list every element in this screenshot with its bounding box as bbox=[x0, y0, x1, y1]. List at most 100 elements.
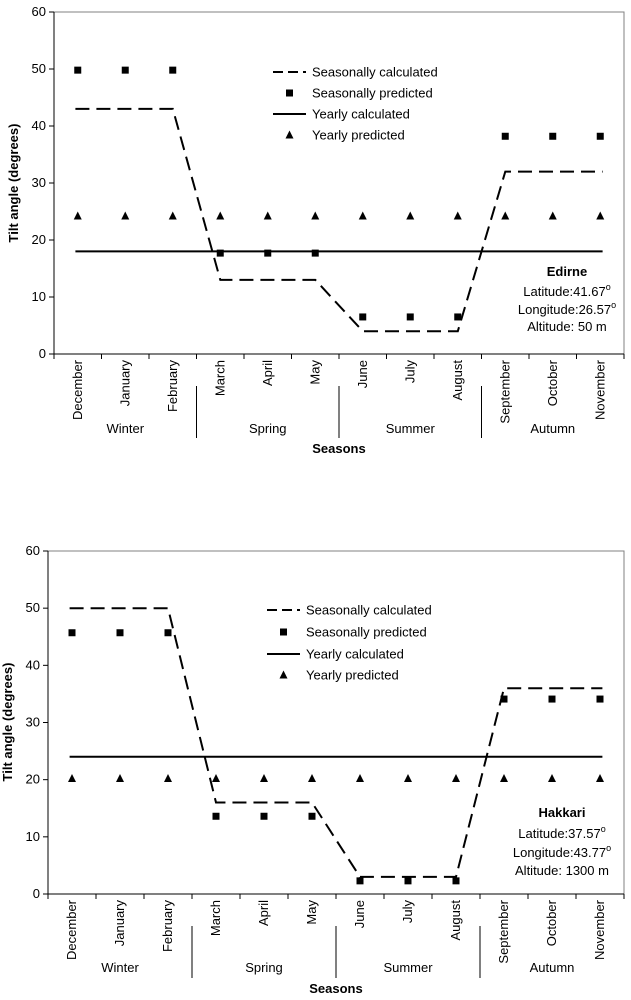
season-label: Autumn bbox=[530, 960, 575, 975]
y-axis-title: Tilt angle (degrees) bbox=[6, 124, 21, 243]
legend-triangle-marker-swatch bbox=[279, 670, 288, 679]
seasonally-predicted-point bbox=[404, 877, 412, 885]
y-tick-label: 50 bbox=[32, 61, 46, 76]
x-tick-label: August bbox=[448, 900, 463, 941]
yearly-predicted-point bbox=[263, 211, 272, 220]
x-tick-label: November bbox=[592, 359, 607, 420]
yearly-predicted-point bbox=[356, 774, 364, 783]
station-name: Edirne bbox=[547, 264, 587, 279]
y-tick-label: 40 bbox=[32, 118, 46, 133]
yearly-predicted-point bbox=[596, 211, 605, 220]
legend-label: Seasonally calculated bbox=[312, 65, 438, 80]
seasonally-predicted-point bbox=[359, 313, 367, 321]
y-tick-label: 10 bbox=[32, 289, 46, 304]
station-latitude-value: Latitude:41.67 bbox=[523, 284, 605, 299]
seasonally-predicted-point bbox=[216, 249, 224, 257]
yearly-predicted-point bbox=[168, 211, 177, 220]
yearly-predicted-point bbox=[500, 774, 508, 783]
x-tick-label: January bbox=[117, 360, 132, 407]
series-square-marker bbox=[74, 66, 604, 321]
legend-label: Yearly calculated bbox=[306, 647, 404, 662]
legend-label: Yearly calculated bbox=[312, 107, 410, 122]
seasonally-predicted-point bbox=[212, 812, 220, 820]
station-longitude: Longitude:43.77o bbox=[513, 843, 611, 860]
seasonally-predicted-point bbox=[68, 629, 76, 637]
yearly-predicted-point bbox=[452, 774, 460, 783]
seasonally-predicted-point bbox=[500, 695, 508, 703]
yearly-predicted-point bbox=[68, 774, 76, 783]
x-tick-label: September bbox=[496, 899, 511, 963]
seasonally-predicted-point bbox=[596, 695, 604, 703]
yearly-predicted-point bbox=[216, 211, 225, 220]
y-tick-label: 50 bbox=[26, 600, 40, 615]
yearly-predicted-point bbox=[453, 211, 462, 220]
x-tick-label: April bbox=[260, 360, 275, 386]
seasonally-predicted-point bbox=[549, 132, 557, 140]
yearly-predicted-point bbox=[548, 774, 556, 783]
x-tick-label: March bbox=[212, 360, 227, 396]
season-label: Winter bbox=[101, 960, 139, 975]
season-label: Autumn bbox=[530, 421, 575, 436]
y-tick-label: 20 bbox=[26, 772, 40, 787]
x-axis-title: Seasons bbox=[312, 441, 365, 456]
seasonally-predicted-point bbox=[164, 629, 172, 637]
seasonally-predicted-point bbox=[308, 812, 316, 820]
seasonally-predicted-point bbox=[169, 66, 177, 74]
chart-panel-edirne: 0 10 20 30 40 50 60 December January February Marc… bbox=[6, 4, 625, 456]
station-altitude: Altitude: 1300 m bbox=[515, 863, 609, 878]
legend-label: Yearly predicted bbox=[312, 128, 405, 143]
x-tick-label: February bbox=[160, 900, 175, 953]
station-longitude-value: Longitude:26.57 bbox=[518, 302, 611, 317]
y-tick-label: 60 bbox=[32, 4, 46, 19]
y-tick-label: 20 bbox=[32, 232, 46, 247]
season-label: Spring bbox=[249, 421, 287, 436]
yearly-predicted-point bbox=[116, 774, 124, 783]
seasonally-predicted-point bbox=[260, 812, 268, 820]
x-tick-label: June bbox=[355, 360, 370, 388]
seasonally-predicted-point bbox=[116, 629, 124, 637]
x-tick-label: May bbox=[304, 900, 319, 925]
seasonally-predicted-point bbox=[596, 132, 604, 140]
seasonally-predicted-point bbox=[406, 313, 414, 321]
series-square-marker bbox=[68, 629, 604, 885]
season-label: Spring bbox=[245, 960, 283, 975]
y-tick-label: 10 bbox=[26, 829, 40, 844]
series-triangle-marker bbox=[68, 774, 604, 783]
season-label: Winter bbox=[106, 421, 144, 436]
seasonally-predicted-point bbox=[356, 877, 364, 885]
x-axis-title: Seasons bbox=[309, 981, 362, 996]
legend-label: Seasonally calculated bbox=[306, 603, 432, 618]
yearly-predicted-point bbox=[260, 774, 268, 783]
x-tick-label: February bbox=[165, 360, 180, 413]
yearly-predicted-point bbox=[548, 211, 557, 220]
y-tick-label: 0 bbox=[39, 346, 46, 361]
seasonally-predicted-point bbox=[74, 66, 82, 74]
yearly-predicted-point bbox=[596, 774, 604, 783]
yearly-predicted-point bbox=[404, 774, 412, 783]
station-latitude: Latitude:37.57o bbox=[518, 824, 605, 841]
x-tick-label: March bbox=[208, 900, 223, 936]
yearly-predicted-point bbox=[121, 211, 130, 220]
station-name: Hakkari bbox=[539, 805, 586, 820]
station-longitude: Longitude:26.57o bbox=[518, 300, 616, 317]
x-tick-label: May bbox=[307, 360, 322, 385]
degree-mark: o bbox=[606, 282, 611, 292]
yearly-predicted-point bbox=[406, 211, 415, 220]
series-dashed-line bbox=[75, 107, 603, 333]
station-altitude: Altitude: 50 m bbox=[527, 319, 607, 334]
degree-mark: o bbox=[606, 843, 611, 853]
series-triangle-marker bbox=[73, 211, 605, 220]
station-latitude: Latitude:41.67o bbox=[523, 282, 610, 299]
x-tick-label: July bbox=[400, 900, 415, 924]
yearly-predicted-point bbox=[501, 211, 510, 220]
x-tick-label: December bbox=[64, 899, 79, 960]
x-tick-label: November bbox=[592, 899, 607, 960]
yearly-predicted-point bbox=[164, 774, 172, 783]
legend-square-marker-swatch bbox=[286, 89, 293, 97]
yearly-predicted-point bbox=[311, 211, 320, 220]
y-tick-label: 60 bbox=[26, 543, 40, 558]
yearly-predicted-point bbox=[308, 774, 316, 783]
y-tick-label: 30 bbox=[32, 175, 46, 190]
season-label: Summer bbox=[383, 960, 433, 975]
station-latitude-value: Latitude:37.57 bbox=[518, 826, 600, 841]
